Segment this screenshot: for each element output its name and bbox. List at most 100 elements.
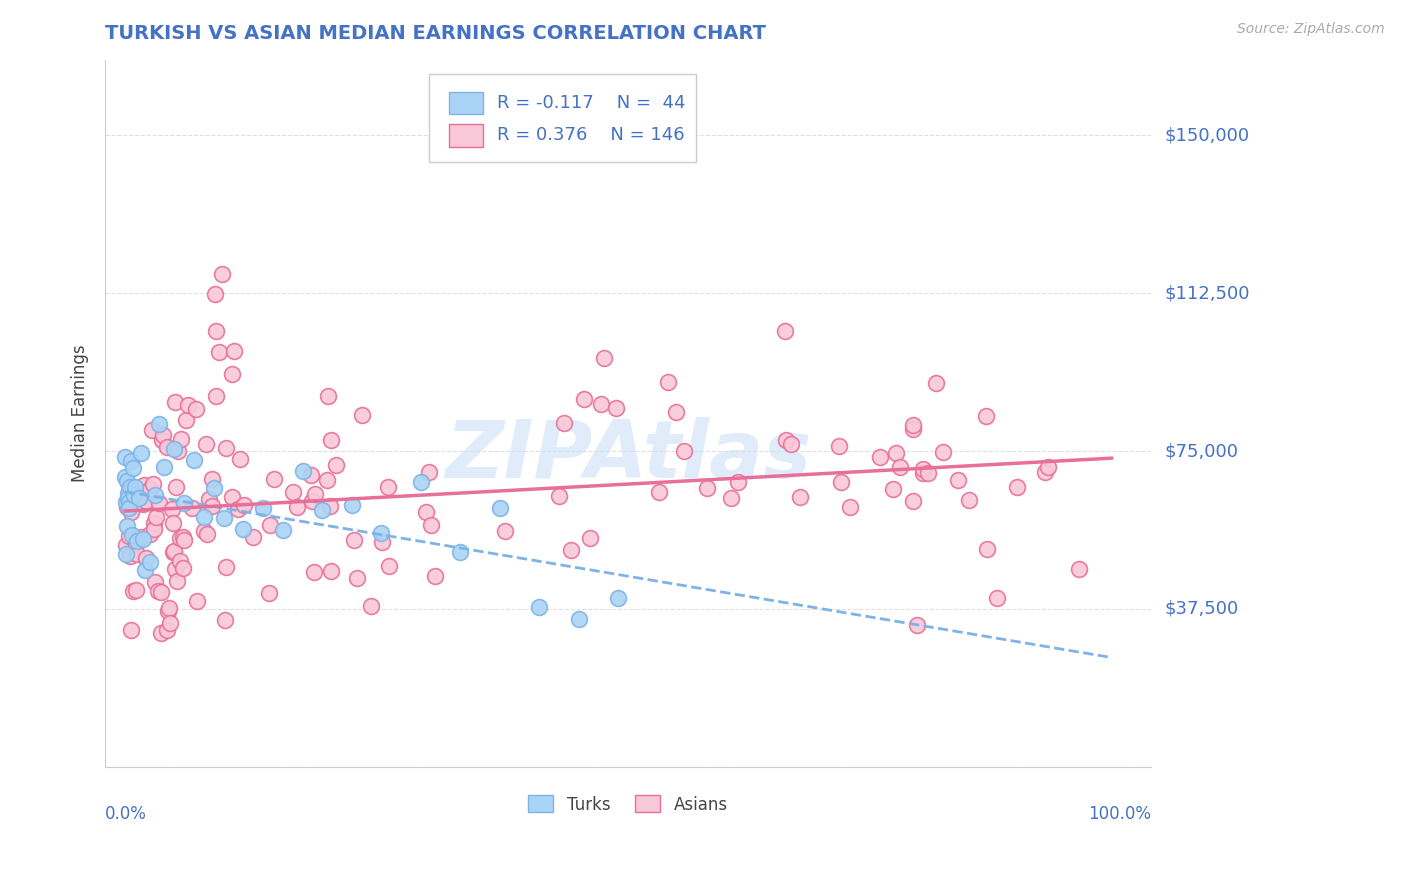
- Point: [125, 533, 148, 548]
- Point: [163, 562, 186, 576]
- Point: [132, 497, 155, 511]
- Point: [673, 443, 696, 458]
- Point: [912, 462, 935, 476]
- Point: [135, 551, 157, 566]
- Point: [869, 450, 891, 465]
- Point: [371, 535, 394, 549]
- Point: [193, 509, 215, 524]
- Point: [271, 523, 294, 537]
- Text: $37,500: $37,500: [1166, 599, 1239, 618]
- Point: [115, 519, 138, 533]
- Point: [125, 547, 148, 561]
- Point: [409, 475, 432, 489]
- Point: [957, 492, 980, 507]
- Point: [114, 470, 136, 484]
- Point: [605, 401, 627, 416]
- Point: [167, 443, 190, 458]
- Text: Source: ZipAtlas.com: Source: ZipAtlas.com: [1237, 22, 1385, 37]
- Point: [115, 474, 138, 488]
- Point: [789, 490, 811, 504]
- Point: [221, 490, 243, 504]
- Point: [214, 614, 236, 628]
- Point: [607, 591, 630, 606]
- Point: [198, 492, 221, 507]
- Text: 0.0%: 0.0%: [105, 805, 148, 823]
- Point: [121, 460, 143, 475]
- Point: [163, 544, 186, 558]
- Point: [299, 468, 322, 483]
- Point: [211, 267, 233, 281]
- Point: [903, 418, 925, 433]
- Point: [285, 500, 308, 515]
- Point: [976, 541, 998, 556]
- Point: [986, 591, 1008, 606]
- Point: [228, 501, 250, 516]
- Point: [215, 442, 238, 456]
- Point: [177, 398, 200, 412]
- Point: [901, 422, 924, 436]
- Point: [884, 446, 907, 460]
- Point: [173, 496, 195, 510]
- Point: [948, 473, 970, 487]
- Point: [232, 522, 254, 536]
- Point: [425, 569, 447, 583]
- Point: [157, 604, 180, 618]
- Point: [122, 487, 145, 501]
- Point: [917, 467, 939, 481]
- Point: [560, 542, 582, 557]
- Point: [340, 499, 363, 513]
- Point: [131, 533, 153, 547]
- Point: [321, 434, 343, 448]
- Text: TURKISH VS ASIAN MEDIAN EARNINGS CORRELATION CHART: TURKISH VS ASIAN MEDIAN EARNINGS CORRELA…: [105, 24, 766, 43]
- Point: [204, 325, 226, 339]
- Point: [165, 394, 187, 409]
- Point: [162, 544, 184, 558]
- Point: [316, 473, 339, 487]
- Point: [548, 489, 571, 503]
- Point: [204, 287, 226, 301]
- Point: [773, 325, 796, 339]
- Point: [720, 491, 742, 505]
- Point: [166, 574, 188, 588]
- Point: [316, 388, 339, 402]
- Point: [657, 375, 679, 389]
- Point: [311, 503, 333, 517]
- Point: [665, 405, 688, 419]
- Point: [224, 344, 246, 359]
- Y-axis label: Median Earnings: Median Earnings: [72, 344, 89, 482]
- Point: [128, 491, 150, 505]
- Point: [204, 389, 226, 403]
- Point: [229, 451, 252, 466]
- Point: [343, 533, 366, 548]
- Point: [901, 494, 924, 508]
- Point: [304, 487, 326, 501]
- Point: [346, 571, 368, 585]
- Point: [148, 417, 170, 431]
- Point: [143, 575, 166, 590]
- Point: [301, 494, 323, 508]
- Text: R = -0.117    N =  44: R = -0.117 N = 44: [498, 94, 686, 112]
- Point: [727, 475, 749, 490]
- Point: [120, 505, 142, 519]
- Point: [150, 433, 173, 447]
- Point: [125, 537, 148, 551]
- Point: [146, 583, 169, 598]
- Point: [591, 397, 613, 411]
- Point: [263, 472, 285, 486]
- Point: [696, 481, 718, 495]
- Point: [138, 555, 160, 569]
- Point: [319, 500, 342, 514]
- Point: [780, 437, 803, 451]
- Point: [152, 428, 174, 442]
- Point: [291, 464, 314, 478]
- Point: [149, 626, 172, 640]
- Point: [173, 533, 195, 547]
- Point: [370, 525, 392, 540]
- Point: [129, 530, 152, 544]
- Point: [281, 485, 304, 500]
- Point: [377, 480, 399, 494]
- Point: [145, 510, 167, 524]
- Point: [242, 530, 264, 544]
- Point: [115, 538, 138, 552]
- Point: [156, 440, 179, 454]
